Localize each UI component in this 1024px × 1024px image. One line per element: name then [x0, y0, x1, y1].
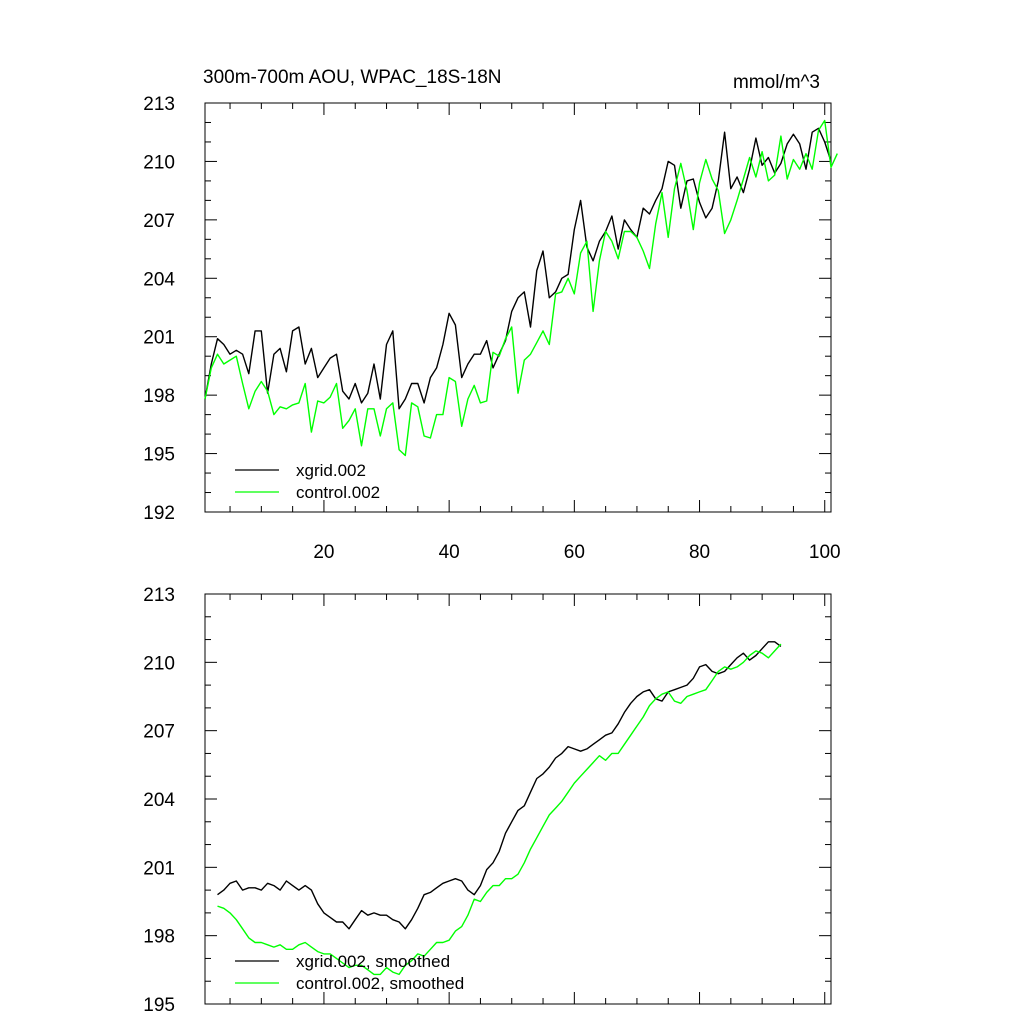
series-line-xgrid-002-smoothed	[217, 641, 782, 930]
y-tick-label: 192	[143, 503, 175, 524]
y-tick-label: 204	[143, 269, 175, 290]
series-line-control-002-smoothed	[217, 643, 782, 976]
bottom-panel: 195 198 201 204 207 210 213 xgrid.002, smoothe…	[143, 585, 832, 1016]
series-group	[204, 119, 838, 457]
series-line-xgrid-002	[204, 127, 832, 410]
x-tick-label: 60	[564, 542, 585, 563]
y-tick-label: 210	[143, 152, 175, 173]
units-label: mmol/m^3	[733, 72, 820, 93]
y-tick-label: 207	[143, 722, 175, 743]
legend: xgrid.002 control.002	[235, 461, 380, 502]
chart-title: 300m-700m AOU, WPAC_18S-18N	[203, 67, 502, 88]
y-tick-label: 198	[143, 386, 175, 407]
tick-group: 195 198 201 204 207 210 213	[143, 585, 831, 1016]
x-tick-label: 20	[313, 542, 334, 563]
legend-label-xgrid: xgrid.002	[296, 461, 366, 480]
y-tick-label: 213	[143, 585, 175, 606]
x-tick-label: 100	[809, 542, 841, 563]
y-tick-label: 195	[143, 445, 175, 466]
tick-group: 192 195 198 201 204 207 210 213 20 40 60 80 100	[143, 94, 840, 563]
legend-label-xgrid-smoothed: xgrid.002, smoothed	[296, 952, 450, 971]
top-panel: 300m-700m AOU, WPAC_18S-18N mmol/m^3 192…	[143, 67, 840, 563]
plot-frame	[204, 102, 832, 513]
x-tick-label: 40	[439, 542, 460, 563]
legend-label-control-smoothed: control.002, smoothed	[296, 974, 464, 993]
y-tick-label: 201	[143, 328, 175, 349]
legend-label-control: control.002	[296, 483, 380, 502]
y-tick-label: 204	[143, 790, 175, 811]
series-line-control-002	[204, 119, 838, 457]
y-tick-label: 198	[143, 927, 175, 948]
legend: xgrid.002, smoothed control.002, smoothe…	[235, 952, 464, 993]
x-tick-label: 80	[689, 542, 710, 563]
y-tick-label: 207	[143, 211, 175, 232]
plot-frame	[204, 593, 832, 1005]
y-tick-label: 210	[143, 653, 175, 674]
y-tick-label: 213	[143, 94, 175, 115]
series-group	[217, 641, 782, 976]
y-tick-label: 195	[143, 995, 175, 1016]
y-tick-label: 201	[143, 858, 175, 879]
